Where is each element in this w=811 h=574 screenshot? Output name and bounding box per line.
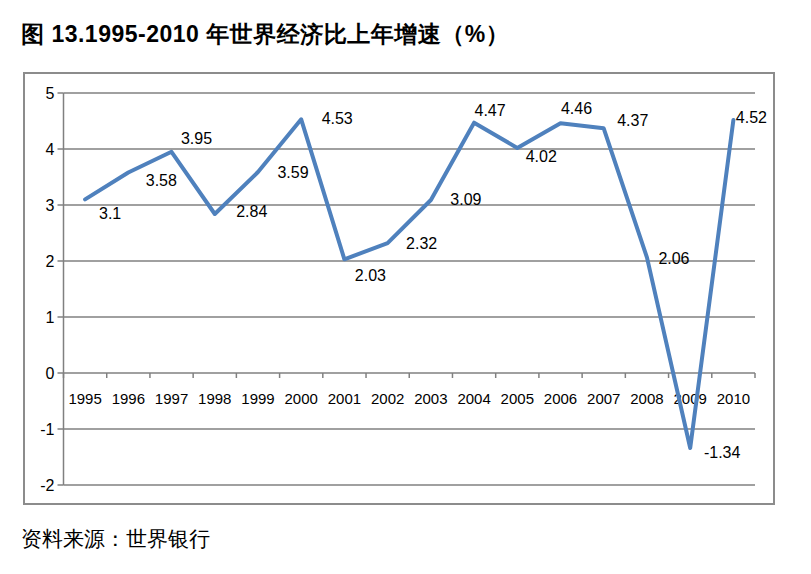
- x-category-label: 1995: [68, 390, 101, 407]
- x-category-label: 1997: [155, 390, 188, 407]
- data-label: 2.03: [355, 267, 386, 284]
- data-label: 2.06: [658, 250, 689, 267]
- document-page: 图 13.1995-2010 年世界经济比上年增速（%） 543210-1-21…: [0, 0, 811, 574]
- data-label: 4.47: [475, 102, 506, 119]
- x-category-label: 2000: [285, 390, 318, 407]
- data-label: 4.37: [617, 112, 648, 129]
- data-label: 4.52: [736, 109, 767, 126]
- x-category-label: 2006: [544, 390, 577, 407]
- x-category-label: 2003: [414, 390, 447, 407]
- y-tick-label: 2: [46, 253, 55, 270]
- x-category-label: 2005: [501, 390, 534, 407]
- data-label: 3.59: [277, 164, 308, 181]
- data-label: -1.34: [704, 444, 741, 461]
- y-tick-label: -2: [40, 477, 54, 494]
- plot-frame-border: [24, 73, 774, 504]
- y-tick-label: 4: [46, 141, 55, 158]
- data-label: 3.09: [450, 191, 481, 208]
- data-label: 4.46: [561, 100, 592, 117]
- data-label: 3.1: [99, 205, 121, 222]
- x-category-label: 2008: [630, 390, 663, 407]
- y-tick-label: -1: [40, 421, 54, 438]
- data-label: 2.84: [236, 203, 267, 220]
- x-category-label: 2002: [371, 390, 404, 407]
- data-label: 4.02: [526, 148, 557, 165]
- line-chart-svg: 5 4 3 2 1 0 -1 -2 1995 1996 1997 1998 1999 2000 2001 20…: [0, 0, 811, 574]
- data-label: 3.58: [146, 172, 177, 189]
- y-tick-label: 5: [46, 85, 55, 102]
- x-category-label: 1996: [112, 390, 145, 407]
- x-category-label: 2001: [328, 390, 361, 407]
- y-tick-label: 0: [46, 365, 55, 382]
- x-category-label: 1998: [198, 390, 231, 407]
- x-category-label: 1999: [241, 390, 274, 407]
- data-source-note: 资料来源：世界银行: [21, 525, 210, 553]
- y-tick-label: 3: [46, 197, 55, 214]
- data-label: 3.95: [181, 130, 212, 147]
- data-label: 2.32: [406, 235, 437, 252]
- x-category-label: 2010: [717, 390, 750, 407]
- x-category-label: 2007: [587, 390, 620, 407]
- y-tick-label: 1: [46, 309, 55, 326]
- data-label: 4.53: [322, 110, 353, 127]
- x-category-label: 2004: [457, 390, 490, 407]
